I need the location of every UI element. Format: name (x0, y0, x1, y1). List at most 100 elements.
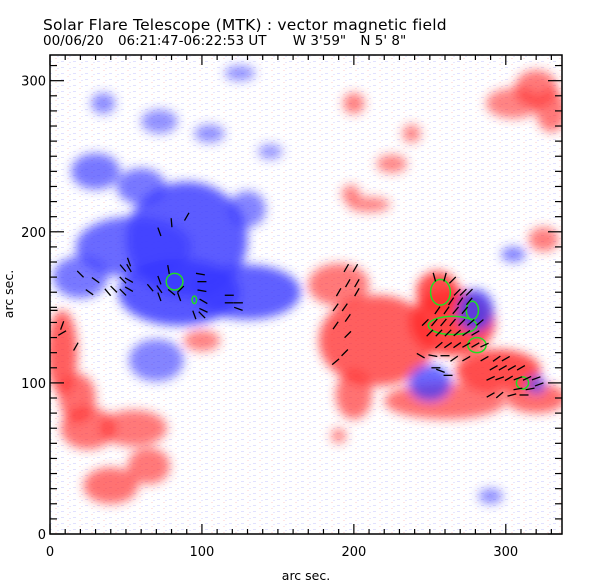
transverse-field-vector (452, 306, 460, 315)
transverse-field-vector (76, 270, 85, 278)
field-contour (515, 376, 530, 390)
positive-field-region (528, 227, 559, 252)
transverse-field-vector (183, 212, 190, 221)
observation-time-range: 06:21:47-06:22:53 UT (117, 33, 267, 49)
transverse-field-vector (531, 376, 541, 381)
transverse-field-vector (462, 355, 471, 362)
transverse-field-vector (466, 319, 475, 326)
field-contour (191, 295, 198, 305)
y-tick-label: 100 (21, 377, 46, 392)
transverse-field-vector (57, 330, 67, 336)
positive-field-region (183, 330, 221, 352)
transverse-field-vector (435, 329, 443, 337)
transverse-field-vector (344, 313, 351, 322)
positive-field-region (60, 407, 116, 450)
transverse-field-vector (426, 329, 434, 337)
transverse-field-vector (344, 330, 352, 339)
observation-latitude: N 5' 8" (360, 33, 407, 49)
transverse-field-vector (435, 341, 443, 349)
y-tick-label: 300 (21, 75, 46, 90)
transverse-field-vector (495, 391, 504, 399)
transverse-field-vector (354, 278, 360, 288)
observation-longitude: W 3'59" (292, 33, 347, 49)
transverse-field-vector (167, 265, 170, 275)
transverse-field-vector (449, 318, 457, 327)
negative-field-region (258, 144, 283, 160)
positive-field-region (455, 349, 541, 392)
x-axis-label: arc sec. (282, 568, 330, 583)
negative-field-region (118, 258, 240, 326)
x-tick-label: 200 (341, 545, 366, 560)
transverse-field-vector (170, 218, 173, 228)
transverse-field-vector (480, 342, 489, 348)
transverse-field-vector (495, 376, 505, 381)
transverse-field-vector (124, 277, 134, 283)
transverse-field-vector (498, 364, 507, 371)
positive-field-region (335, 370, 373, 420)
negative-field-region (501, 246, 526, 263)
x-tick-label: 0 (46, 545, 54, 560)
negative-field-region (229, 190, 266, 228)
negative-field-region (478, 488, 503, 504)
observation-date: 00/06/20 (43, 33, 104, 49)
transverse-field-vector (453, 288, 461, 296)
transverse-field-vector (146, 283, 154, 292)
transverse-field-vector (167, 288, 176, 296)
transverse-field-vector (513, 387, 523, 391)
negative-field-region (53, 255, 108, 299)
positive-field-region (127, 447, 171, 485)
transverse-field-vector (332, 321, 339, 330)
transverse-field-vector (335, 288, 342, 297)
transverse-field-vector (436, 368, 445, 373)
transverse-field-vector (354, 288, 360, 297)
y-tick-label: 0 (38, 528, 46, 543)
transverse-field-vector (119, 276, 127, 284)
transverse-field-vector (157, 275, 162, 285)
transverse-field-vector (522, 375, 532, 381)
transverse-field-vector (457, 297, 464, 306)
x-tick-label: 100 (190, 545, 215, 560)
transverse-field-vector (434, 306, 441, 315)
transverse-field-vector (513, 376, 523, 381)
transverse-field-vector (331, 358, 340, 366)
plot-frame (49, 54, 563, 535)
field-contour (165, 272, 184, 291)
transverse-field-vector (341, 303, 348, 312)
transverse-field-vector (492, 355, 501, 362)
transverse-field-vector (471, 330, 480, 336)
transverse-field-vector (501, 355, 511, 362)
negative-field-region (457, 289, 494, 332)
field-image (50, 55, 562, 534)
transverse-field-vector (199, 307, 208, 313)
transverse-field-vector (440, 318, 447, 327)
transverse-field-vector (343, 263, 350, 273)
transverse-field-vector (465, 288, 473, 296)
x-tick-label: 300 (493, 545, 518, 560)
negative-field-region (408, 364, 452, 402)
positive-field-region (83, 467, 139, 504)
positive-field-region (416, 271, 459, 314)
transverse-field-vector (344, 278, 351, 288)
transverse-field-vector (332, 303, 339, 312)
positive-field-region (50, 310, 78, 395)
transverse-field-vector (444, 329, 452, 337)
transverse-field-vector (156, 285, 163, 294)
negative-field-region (141, 109, 178, 134)
observation-info: 00/06/20 06:21:47-06:22:53 UT W 3'59" N … (43, 33, 416, 49)
transverse-field-vector (458, 318, 466, 327)
transverse-field-vector (104, 288, 112, 297)
positive-field-region (347, 197, 391, 213)
transverse-field-vector (448, 276, 457, 284)
transverse-field-vector (462, 329, 471, 337)
transverse-field-vector (476, 319, 484, 326)
negative-field-region (194, 124, 225, 143)
y-axis-label: arc sec. (1, 270, 16, 318)
positive-field-region (536, 89, 562, 133)
transverse-field-vector (157, 292, 162, 302)
transverse-field-vector (450, 355, 459, 362)
transverse-field-vector (421, 318, 429, 327)
positive-field-region (486, 88, 541, 119)
transverse-field-vector (507, 393, 517, 397)
transverse-field-vector (233, 306, 243, 312)
